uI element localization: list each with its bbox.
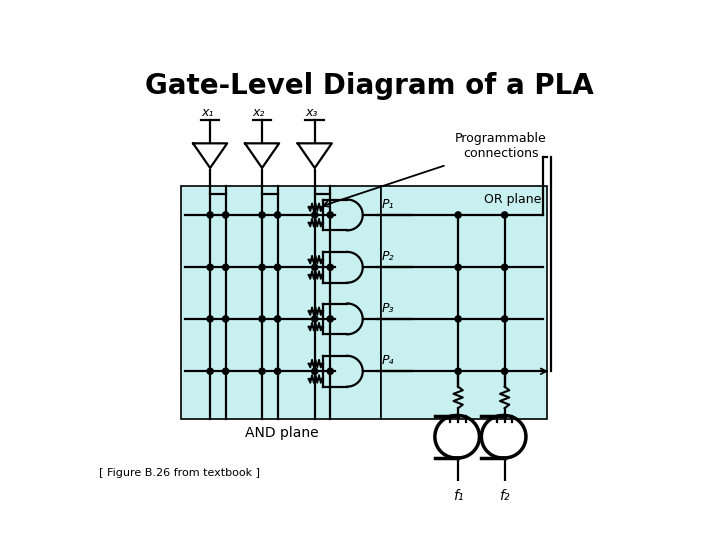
- Circle shape: [274, 316, 281, 322]
- Circle shape: [327, 316, 333, 322]
- Bar: [381, 186, 547, 419]
- Circle shape: [222, 368, 229, 374]
- Circle shape: [312, 264, 318, 271]
- Circle shape: [207, 316, 213, 322]
- Circle shape: [222, 264, 229, 271]
- Circle shape: [259, 316, 265, 322]
- Circle shape: [259, 212, 265, 218]
- Circle shape: [207, 212, 213, 218]
- Circle shape: [207, 264, 213, 271]
- Circle shape: [274, 368, 281, 374]
- Circle shape: [312, 212, 318, 218]
- Circle shape: [502, 212, 508, 218]
- Bar: [181, 186, 381, 419]
- Text: P₄: P₄: [382, 354, 395, 367]
- Circle shape: [327, 368, 333, 374]
- Circle shape: [312, 368, 318, 374]
- Text: AND plane: AND plane: [246, 426, 319, 440]
- Circle shape: [259, 264, 265, 271]
- Circle shape: [327, 212, 333, 218]
- Text: OR plane: OR plane: [484, 193, 541, 206]
- Text: Programmable
connections: Programmable connections: [455, 132, 546, 160]
- Circle shape: [502, 368, 508, 374]
- Circle shape: [259, 368, 265, 374]
- Text: x₂: x₂: [253, 106, 265, 119]
- Text: P₁: P₁: [382, 198, 395, 211]
- Text: Gate-Level Diagram of a PLA: Gate-Level Diagram of a PLA: [145, 72, 593, 100]
- Circle shape: [222, 212, 229, 218]
- Text: P₃: P₃: [382, 302, 395, 315]
- Circle shape: [455, 316, 462, 322]
- Circle shape: [274, 264, 281, 271]
- Circle shape: [207, 368, 213, 374]
- Text: P₂: P₂: [382, 251, 395, 264]
- Circle shape: [455, 212, 462, 218]
- Text: f₁: f₁: [453, 489, 464, 503]
- Text: [ Figure B.26 from textbook ]: [ Figure B.26 from textbook ]: [99, 468, 261, 478]
- Circle shape: [455, 264, 462, 271]
- Circle shape: [502, 264, 508, 271]
- Circle shape: [312, 316, 318, 322]
- Circle shape: [455, 368, 462, 374]
- Text: f₂: f₂: [500, 489, 510, 503]
- Circle shape: [502, 316, 508, 322]
- Circle shape: [274, 212, 281, 218]
- Text: x₃: x₃: [305, 106, 318, 119]
- Circle shape: [222, 316, 229, 322]
- Text: x₁: x₁: [201, 106, 213, 119]
- Circle shape: [327, 264, 333, 271]
